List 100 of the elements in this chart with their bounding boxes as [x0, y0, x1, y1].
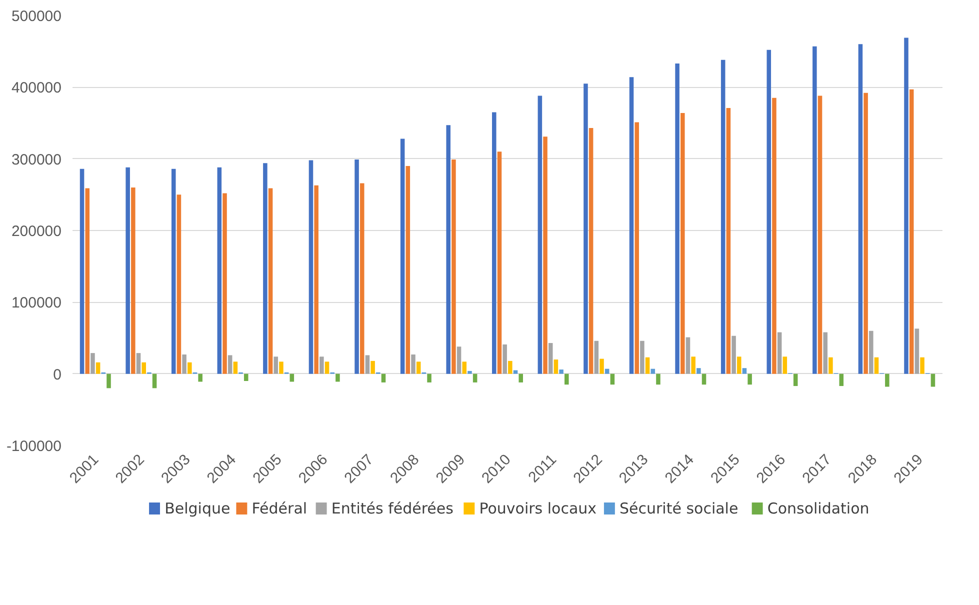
bar: [675, 64, 680, 374]
bar: [909, 89, 914, 374]
bar: [106, 374, 111, 388]
bar: [777, 332, 782, 374]
bar: [468, 370, 472, 374]
bar: [400, 138, 405, 374]
bar: [559, 370, 564, 374]
bar: [308, 160, 314, 374]
bar: [732, 336, 736, 374]
bar: [604, 368, 610, 374]
bar: [702, 374, 706, 385]
bar: [365, 355, 370, 374]
bar: [543, 136, 548, 374]
y-tick-label: 300000: [11, 151, 62, 168]
bar: [839, 374, 844, 386]
bar: [336, 374, 340, 382]
bar: [244, 374, 248, 381]
bar: [354, 160, 359, 374]
bar: [492, 112, 496, 374]
bar: [513, 370, 518, 374]
bar: [696, 368, 701, 374]
bar: [268, 188, 273, 374]
bar: [188, 362, 192, 374]
legend-label: Entités fédérées: [331, 500, 454, 518]
bar: [742, 368, 747, 374]
bar: [554, 360, 558, 374]
bar: [793, 374, 798, 386]
bar: [680, 112, 685, 374]
bar: [766, 50, 772, 374]
bar: [858, 44, 863, 374]
bar: [96, 362, 100, 374]
legend-label: Fédéral: [252, 500, 308, 518]
bar: [930, 374, 936, 387]
y-tick-label: 500000: [11, 8, 62, 25]
bar: [885, 374, 890, 387]
bar: [233, 362, 238, 374]
bar: [564, 374, 569, 385]
bar: [131, 188, 136, 374]
bar: [828, 357, 833, 374]
bar: [136, 353, 141, 374]
bar: [629, 77, 634, 374]
bar: [217, 167, 222, 374]
bar: [80, 168, 84, 374]
bar: [920, 357, 924, 374]
bar: [594, 340, 599, 374]
bar: [370, 360, 375, 374]
bar: [869, 330, 874, 374]
y-tick-label: 0: [53, 366, 62, 384]
bar: [864, 92, 868, 374]
bar: [691, 356, 696, 374]
bar: [126, 167, 130, 374]
bar: [772, 98, 776, 374]
bar: [171, 168, 176, 374]
bar: [142, 362, 146, 374]
bar: [782, 356, 788, 374]
bar: [472, 374, 478, 382]
bar: [584, 84, 588, 374]
bar: [548, 343, 553, 374]
bar: [726, 108, 731, 374]
bar: [645, 357, 650, 374]
bar: [823, 332, 828, 374]
bar: [736, 356, 742, 374]
bar: [427, 374, 432, 382]
bar: [320, 356, 324, 374]
bar: [90, 353, 95, 374]
bar: [610, 374, 615, 385]
bar: [588, 128, 594, 374]
bar: [904, 38, 908, 374]
bar: [502, 344, 507, 374]
bar: [748, 374, 752, 385]
y-tick-label: 100000: [11, 294, 62, 312]
bar: [279, 362, 284, 374]
y-tick-label: 400000: [11, 80, 62, 97]
legend-label: Pouvoirs locaux: [479, 500, 597, 518]
bar: [462, 362, 467, 374]
bar: [381, 374, 386, 382]
y-tick-label: -100000: [6, 438, 62, 455]
bar: [198, 374, 202, 382]
legend-label: Sécurité sociale: [619, 500, 738, 518]
bar: [452, 160, 456, 374]
bar: [274, 356, 278, 374]
bar: [176, 194, 182, 374]
bar: [456, 346, 462, 374]
bar: [656, 374, 660, 385]
bar: [85, 188, 90, 374]
bar: [640, 340, 644, 374]
y-tick-label: 200000: [11, 223, 62, 240]
bar: [538, 96, 542, 374]
bar: [914, 328, 920, 374]
bar: [812, 46, 817, 374]
bar: [650, 368, 656, 374]
bar: [314, 185, 318, 374]
bar: [446, 125, 450, 374]
bar: [874, 357, 879, 374]
bar: [360, 183, 364, 374]
bar: [222, 193, 227, 374]
bar: [416, 362, 421, 374]
bar: [518, 374, 523, 382]
bar: [411, 354, 416, 374]
bar: [818, 96, 822, 374]
